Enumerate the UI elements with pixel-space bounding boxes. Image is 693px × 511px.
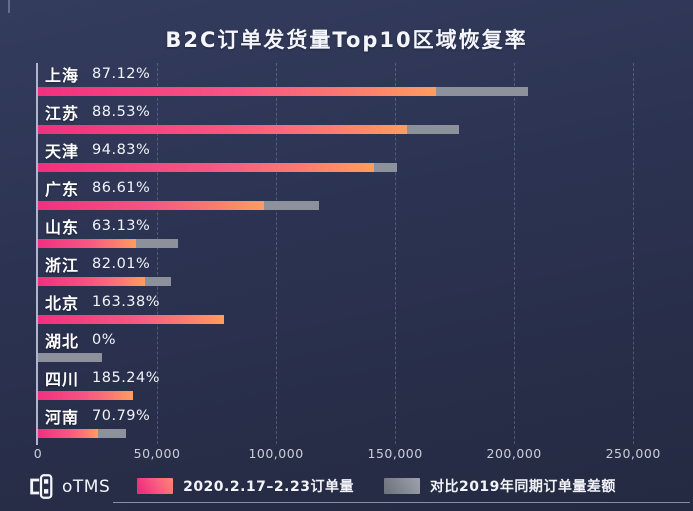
otms-logo-text: oTMS [62,476,111,497]
x-tick-label: 250,000 [605,446,661,461]
bar-2020-volume [38,125,408,134]
recovery-rate-value: 185.24% [92,370,161,386]
region-label: 上海 [45,66,80,85]
bar-2020-volume [38,163,374,172]
region-label: 江苏 [45,104,80,123]
footer-divider [113,502,690,503]
bar-2020-volume [38,391,134,400]
legend-label-2019-gap: 对比2019年同期订单量差额 [429,479,616,495]
legend-swatch-gray [383,478,420,494]
region-label: 北京 [45,294,80,313]
bar-2019-gap [145,277,172,286]
bar-row: 北京 163.38% [38,291,657,329]
region-label: 湖北 [45,332,80,351]
x-axis: 0 50,000 100,000 150,000 200,000 250,000 [0,446,693,462]
region-label: 天津 [45,142,80,161]
bar-2020-volume [38,429,98,438]
bar-row: 天津 94.83% [38,139,657,177]
recovery-rate-value: 0% [92,332,117,348]
x-tick-label: 150,000 [367,446,423,461]
region-label: 广东 [45,180,80,199]
gridline-150,000 [395,63,397,444]
gridline-200,000 [514,63,516,444]
bar-2019-gap [407,125,460,134]
region-label: 河南 [45,408,80,427]
recovery-rate-value: 86.61% [92,180,151,196]
bar-2019-gap [264,201,319,210]
recovery-rate-value: 163.38% [92,294,161,310]
bar-row: 河南 70.79% [38,405,657,443]
legend: 2020.2.17–2.23订单量 对比2019年同期订单量差额 [60,476,693,496]
chart-title: B2C订单发货量Top10区域恢复率 [165,28,528,52]
x-tick-label: 100,000 [248,446,304,461]
bar-row: 四川 185.24% [38,367,657,405]
recovery-rate-value: 63.13% [92,218,151,234]
region-label: 四川 [45,370,80,389]
bar-row: 浙江 82.01% [38,253,657,291]
bar-2019-gap [135,239,179,248]
recovery-rate-value: 82.01% [92,256,151,272]
bar-row: 广东 86.61% [38,177,657,215]
bar-2020-volume [38,239,136,248]
region-label: 山东 [45,218,80,237]
axis-artifact-tick [8,0,10,13]
gridline-50,000 [157,63,159,444]
gridline-100,000 [276,63,278,444]
recovery-rate-value: 94.83% [92,142,151,158]
plot-area: 上海 87.12% 江苏 88.53% 天津 94.83% 广东 86.61% [36,63,657,445]
region-label: 浙江 [45,256,80,275]
gridline-250,000 [633,63,635,444]
legend-item-2019-gap[interactable]: 对比2019年同期订单量差额 [383,476,616,496]
recovery-rate-value: 88.53% [92,104,151,120]
recovery-rate-value: 87.12% [92,66,151,82]
legend-swatch-pink [137,478,174,494]
bar-row: 江苏 88.53% [38,101,657,139]
x-tick-label: 0 [33,446,43,461]
bar-row: 山东 63.13% [38,215,657,253]
bar-2019-gap [97,429,127,438]
legend-label-2020: 2020.2.17–2.23订单量 [183,479,354,495]
otms-logo: oTMS [27,473,110,500]
bar-row: 湖北 0% [38,329,657,367]
bar-2020-volume [38,315,224,324]
otms-logo-icon [30,474,53,499]
bar-2019-gap [38,353,103,362]
legend-item-2020[interactable]: 2020.2.17–2.23订单量 [137,476,354,496]
bar-2019-gap [373,163,398,172]
bar-row: 上海 87.12% [38,63,657,101]
x-tick-label: 200,000 [486,446,542,461]
y-axis-line [36,63,38,445]
bar-2020-volume [38,87,436,96]
recovery-rate-value: 70.79% [92,408,151,424]
bar-2019-gap [435,87,529,96]
bar-2020-volume [38,277,146,286]
bar-2020-volume [38,201,265,210]
x-tick-label: 50,000 [133,446,181,461]
